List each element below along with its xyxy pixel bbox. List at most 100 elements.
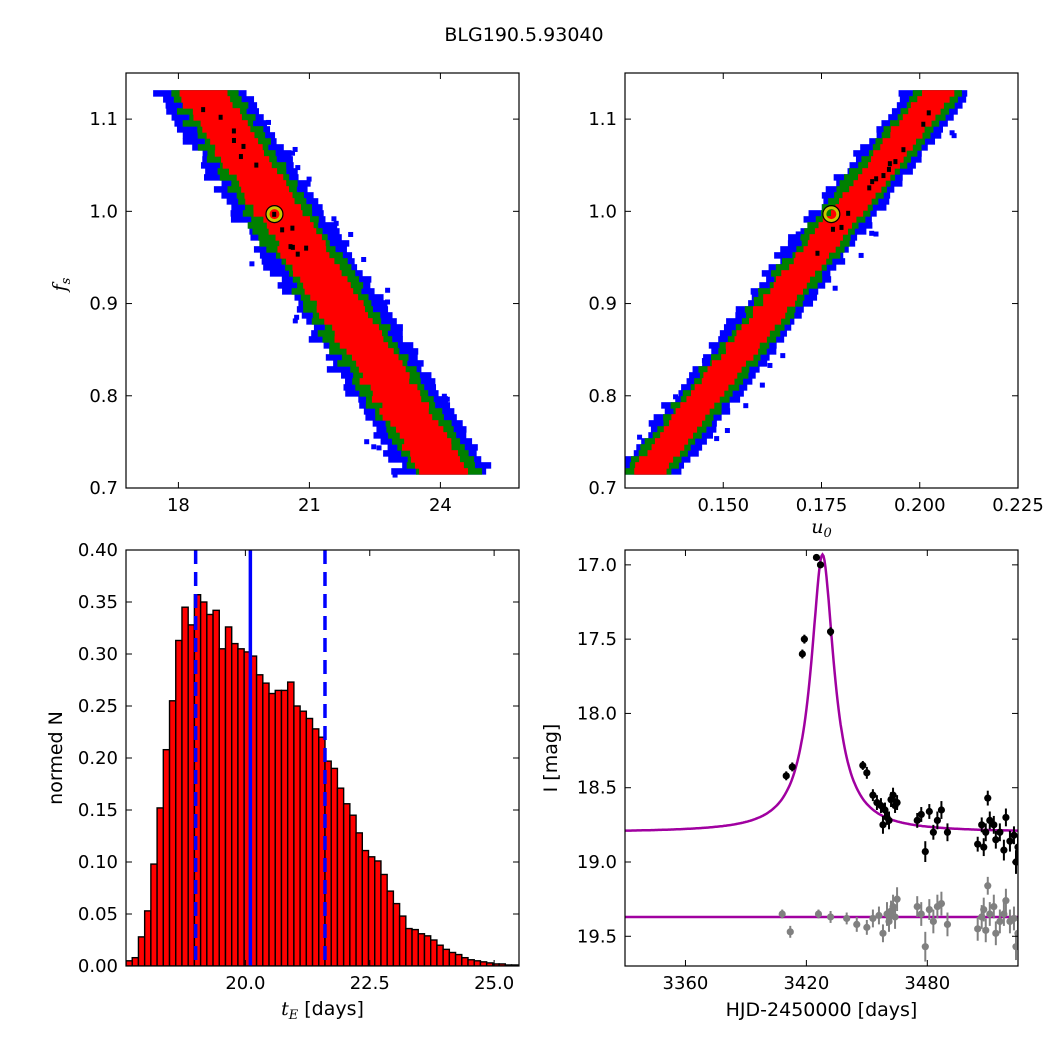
band-cell-red	[868, 162, 900, 169]
band-cell-red	[899, 120, 932, 127]
band-cell-red	[763, 300, 796, 307]
band-cell-blue	[949, 130, 955, 136]
band-cell-red	[334, 330, 382, 337]
band-cell-black	[874, 176, 879, 182]
band-cell-black	[290, 244, 295, 250]
band-cell-red	[410, 450, 458, 457]
band-cell-red	[244, 192, 293, 199]
band-cell-red	[279, 240, 326, 247]
data-point	[990, 821, 998, 829]
band-cell-red	[675, 408, 710, 415]
data-point	[917, 910, 925, 918]
band-cell-blue	[371, 444, 377, 450]
band-cell-black	[926, 110, 931, 116]
plot-area	[126, 550, 519, 966]
hist-bar	[467, 959, 475, 966]
band-cell-red	[339, 342, 389, 349]
band-cell-red	[781, 270, 816, 277]
band-cell-blue	[295, 165, 301, 171]
band-cell-red	[310, 294, 359, 301]
best-fit-marker	[823, 206, 840, 223]
data-point	[937, 900, 946, 908]
band-cell-red	[419, 468, 468, 475]
band-cell-blue	[376, 445, 382, 451]
band-cell-black	[272, 211, 277, 217]
band-cell-red	[316, 300, 364, 307]
hist-bar	[374, 860, 382, 966]
band-cell-black	[231, 128, 236, 134]
band-cell-red	[228, 168, 278, 175]
data-point	[1010, 831, 1018, 839]
band-cell-blue	[292, 318, 298, 324]
y-tick-label: 0.15	[78, 800, 118, 821]
data-point	[913, 902, 921, 911]
band-cell-red	[634, 468, 667, 475]
hist-bar	[479, 961, 488, 966]
band-cell-red	[795, 252, 830, 259]
band-cell-blue	[306, 176, 312, 182]
y-tick-label: 19.0	[577, 852, 617, 873]
band-cell-red	[292, 264, 340, 271]
band-cell-red	[253, 210, 303, 217]
band-cell-red	[862, 168, 895, 175]
band-cell-blue	[701, 358, 707, 364]
data-point	[921, 848, 929, 856]
band-cell-red	[382, 402, 430, 409]
data-point	[782, 772, 790, 780]
hist-bar	[231, 642, 239, 966]
band-cell-black	[304, 245, 309, 251]
band-cell-blue	[951, 133, 957, 139]
x-tick-label: 21	[298, 495, 321, 516]
hist-bar	[429, 939, 438, 966]
band-cell-red	[410, 456, 460, 463]
band-cell-red	[838, 198, 872, 205]
y-tick-label: 19.5	[577, 926, 617, 947]
band-cell-blue	[385, 299, 391, 305]
band-cell-red	[711, 360, 746, 367]
band-cell-red	[266, 222, 314, 229]
data-point	[788, 763, 796, 771]
band-cell-blue	[290, 150, 296, 156]
band-cell-red	[351, 354, 399, 361]
band-cell-red	[763, 294, 797, 301]
hist-bar	[286, 681, 295, 966]
data-point	[786, 928, 794, 936]
hist-bar	[156, 807, 165, 966]
data-point	[893, 895, 901, 903]
data-point	[1000, 846, 1008, 854]
data-point	[984, 794, 992, 802]
band-cell-black	[870, 179, 875, 185]
plot-area	[625, 90, 968, 475]
hist-bar	[262, 682, 270, 966]
band-cell-red	[668, 420, 703, 427]
band-cell-blue	[714, 436, 720, 442]
band-cell-red	[647, 450, 680, 457]
data-point	[1014, 843, 1018, 851]
y-tick-label: 0.9	[89, 294, 118, 315]
band-cell-red	[707, 366, 742, 373]
data-point	[992, 836, 1000, 844]
band-cell-red	[280, 252, 330, 259]
band-cell-black	[881, 173, 886, 179]
x-axis-label: HJD-2450000 [days]	[726, 999, 918, 1021]
band-cell-blue	[265, 119, 271, 125]
band-cell-red	[725, 342, 760, 349]
hist-bar	[212, 609, 220, 966]
band-cell-blue	[780, 353, 786, 359]
y-axis-label: normed N	[45, 711, 67, 805]
band-cell-red	[414, 462, 464, 469]
band-cell-blue	[724, 325, 730, 331]
data-point	[875, 911, 883, 920]
band-cell-black	[886, 166, 891, 172]
band-cell-black	[887, 161, 892, 167]
plot-area	[153, 90, 492, 478]
y-tick-label: 1.1	[89, 109, 118, 130]
band-cell-blue	[385, 287, 391, 293]
band-cell-black	[231, 137, 236, 143]
data-point	[1010, 914, 1018, 923]
band-cell-red	[316, 306, 366, 313]
y-tick-label: 18.5	[577, 778, 617, 799]
x-tick-label: 22.5	[350, 973, 390, 994]
band-cell-red	[736, 330, 770, 337]
y-axis-label: I [mag]	[540, 724, 562, 793]
